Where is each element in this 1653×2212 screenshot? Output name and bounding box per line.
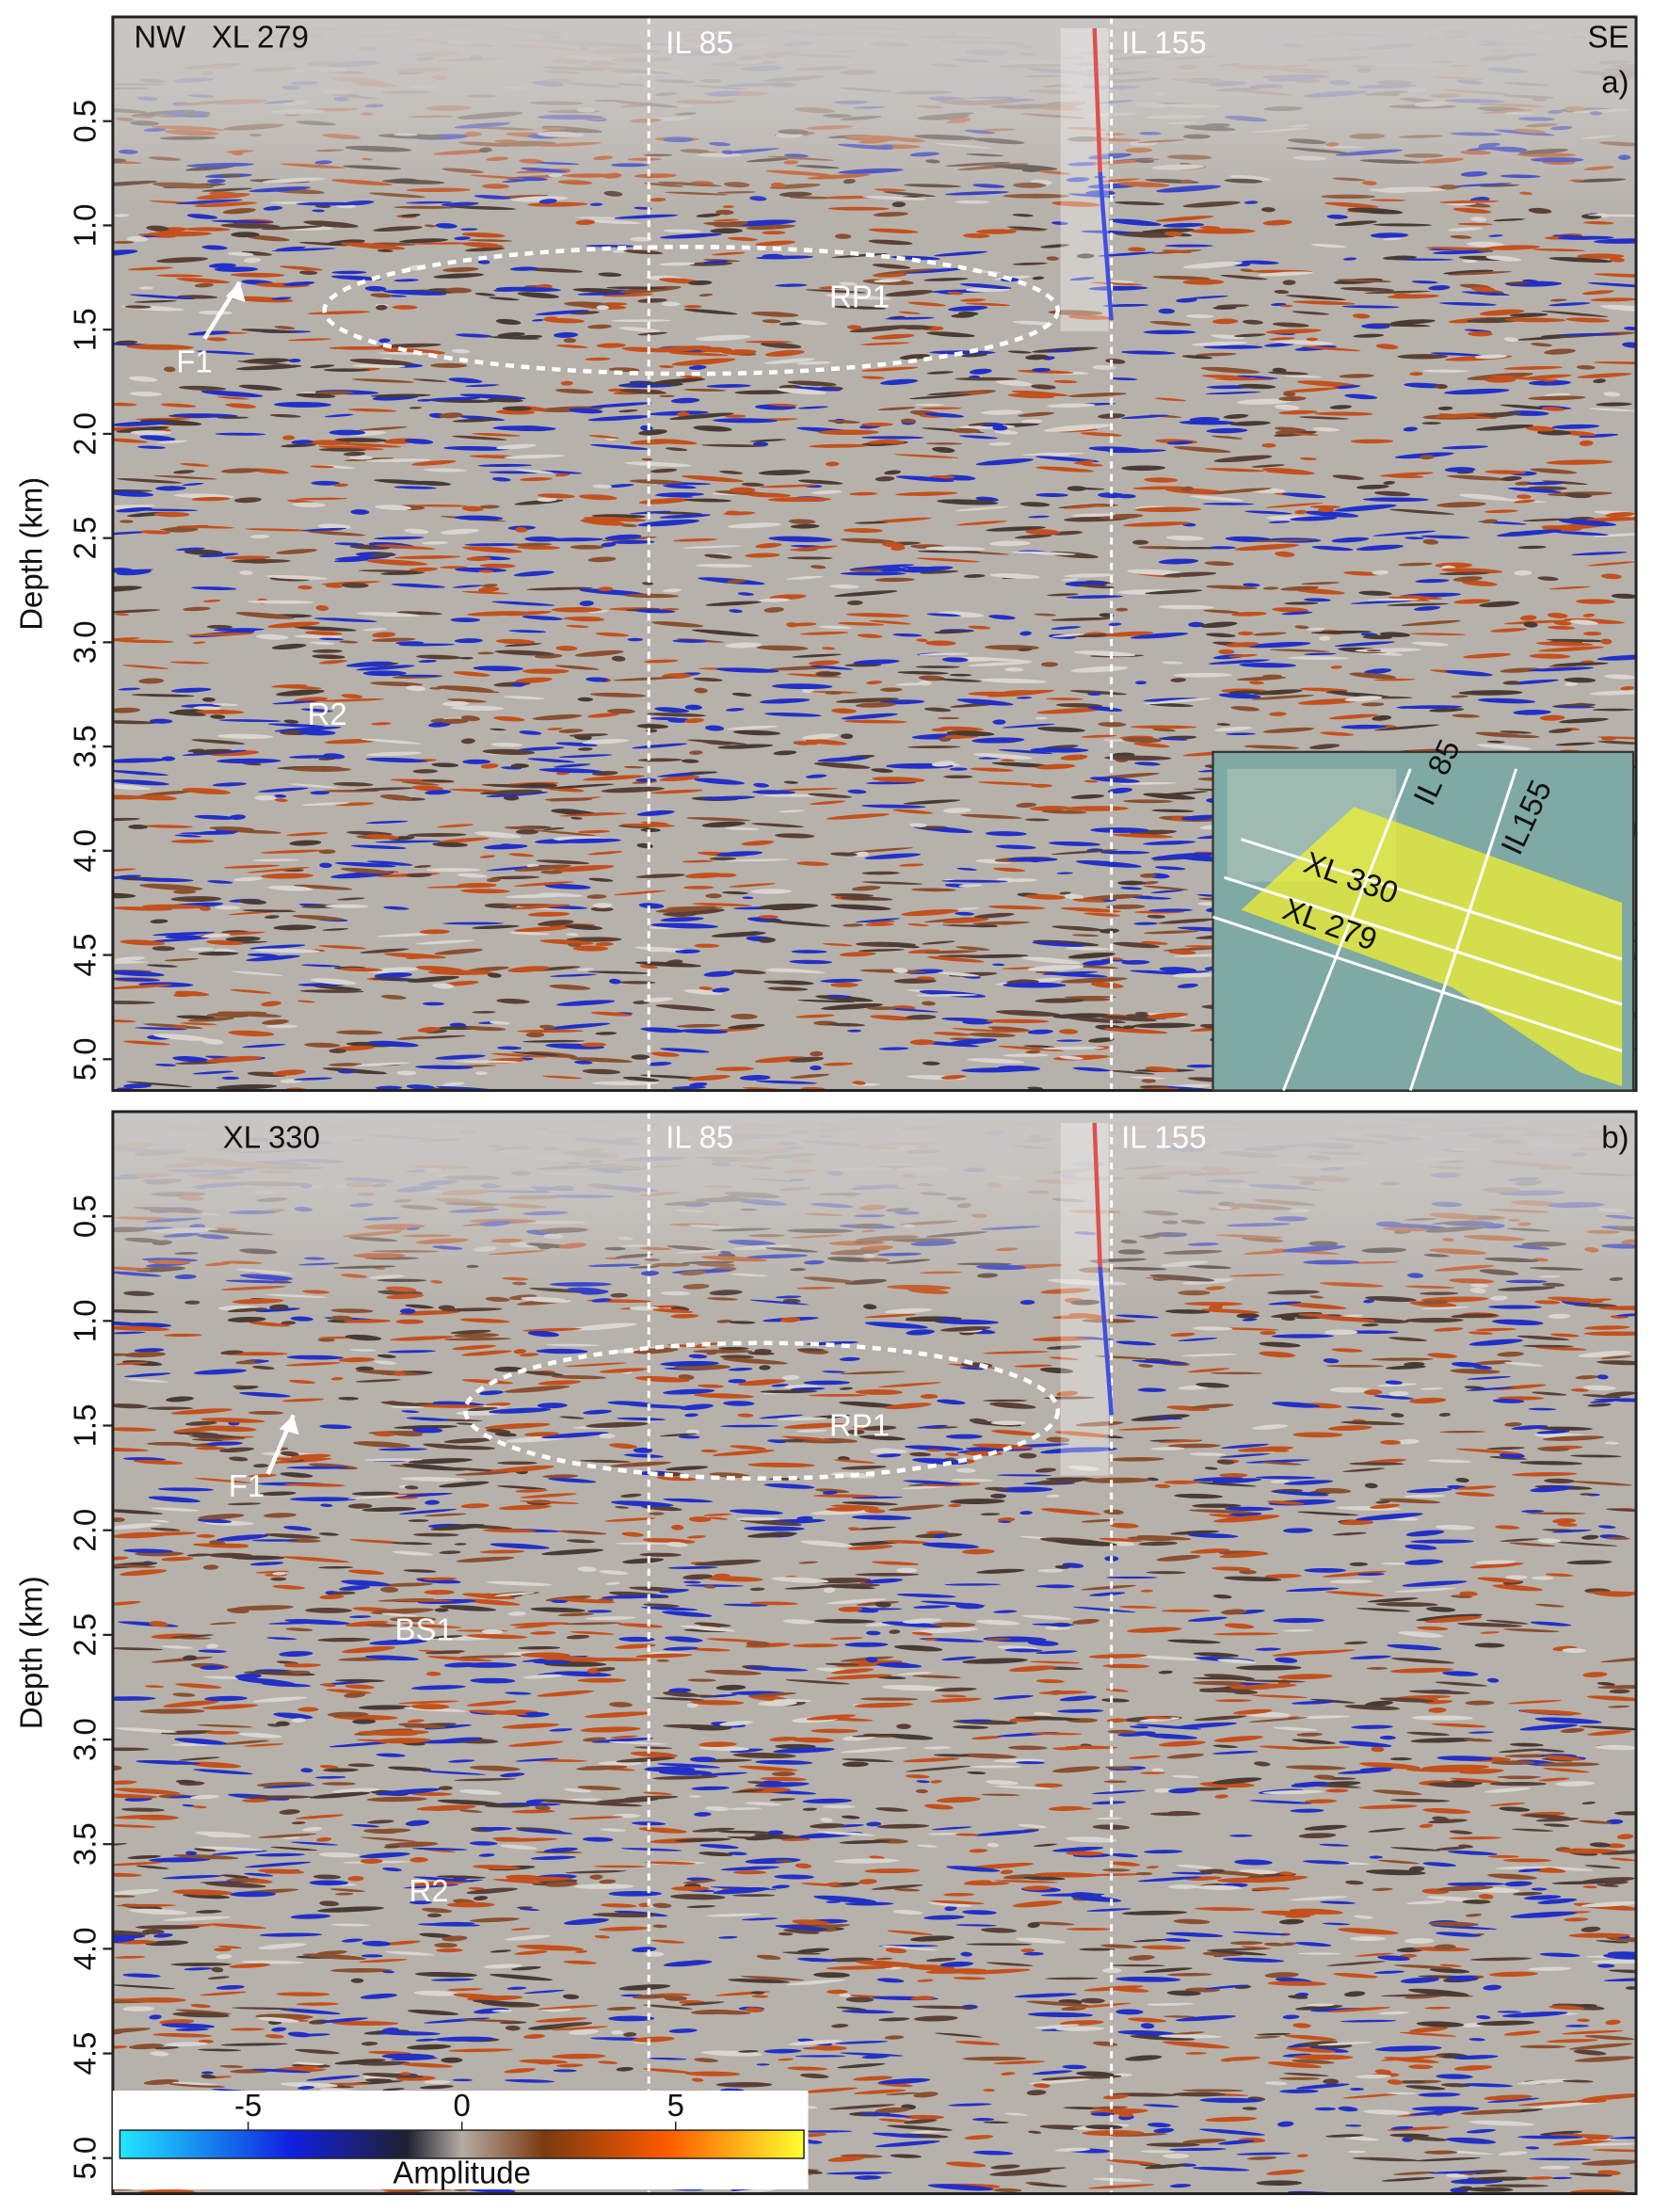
annotation: XL 279 xyxy=(212,20,309,55)
inset-volume xyxy=(1241,807,1623,1087)
inset-grid-line xyxy=(1212,915,1623,1052)
inset-grid-line xyxy=(1224,875,1623,1006)
seismic-panel xyxy=(112,1111,1637,2194)
annotation: NW xyxy=(134,20,185,55)
well-bottom xyxy=(1098,171,1114,321)
annotation: RP1 xyxy=(829,279,890,313)
y-tick-label: 1.5 xyxy=(68,308,103,351)
y-tick-label: 3.5 xyxy=(68,725,103,768)
annotation: R2 xyxy=(308,697,347,731)
y-axis-label: Depth (km) xyxy=(14,477,49,631)
annotation: IL 155 xyxy=(1121,25,1206,60)
well-top xyxy=(1092,27,1102,172)
y-tick-label: 2.5 xyxy=(68,517,103,560)
annotation: IL 85 xyxy=(666,25,733,60)
annotation: F1 xyxy=(176,344,212,378)
y-tick-label: 0.5 xyxy=(68,100,103,143)
y-tick-label: 3.0 xyxy=(68,620,103,664)
arrow-head xyxy=(225,281,246,302)
annotation: SE xyxy=(1588,20,1629,55)
y-tick-label: 2.0 xyxy=(68,412,103,456)
y-tick-label: 4.5 xyxy=(68,934,103,977)
y-tick-label: 1.0 xyxy=(68,204,103,248)
rp1-outline xyxy=(322,245,1060,377)
y-tick-label: 4.0 xyxy=(68,829,103,873)
panel-frame xyxy=(111,15,1638,1093)
y-tick-label: 5.0 xyxy=(68,1037,103,1081)
inset-grid-line xyxy=(1241,838,1623,961)
inset-grid-line xyxy=(1282,768,1412,1092)
panel-label: a) xyxy=(1601,65,1629,100)
inset-grid-line xyxy=(1408,768,1518,1091)
